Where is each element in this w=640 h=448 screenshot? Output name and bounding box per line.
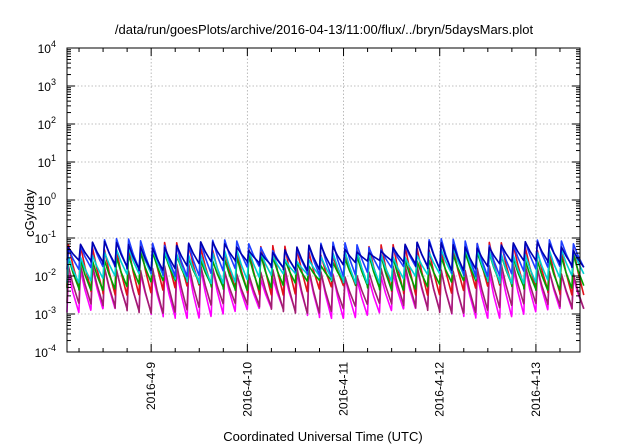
y-tick-base: 10 — [35, 270, 49, 284]
x-axis-title: Coordinated Universal Time (UTC) — [223, 429, 422, 444]
x-tick-label: 2016-4-10 — [240, 362, 254, 417]
series-line — [66, 240, 585, 272]
y-tick-label: 103 — [38, 77, 56, 94]
y-tick-label: 10-2 — [35, 267, 56, 284]
y-tick-exponent: 3 — [51, 77, 56, 87]
y-tick-label: 101 — [38, 153, 56, 170]
y-tick-base: 10 — [35, 346, 49, 360]
y-tick-exponent: 2 — [51, 115, 56, 125]
y-tick-exponent: -4 — [48, 343, 56, 353]
y-tick-exponent: 4 — [51, 39, 56, 49]
ticks — [67, 47, 580, 353]
y-tick-label: 104 — [38, 39, 56, 56]
y-tick-exponent: -2 — [48, 267, 56, 277]
series-group — [66, 237, 585, 320]
y-tick-label: 10-1 — [35, 229, 56, 246]
y-tick-base: 10 — [38, 42, 52, 56]
chart-title: /data/run/goesPlots/archive/2016-04-13/1… — [115, 22, 534, 37]
x-tick-label: 2016-4-12 — [433, 362, 447, 417]
y-tick-base: 10 — [38, 118, 52, 132]
y-tick-exponent: -3 — [48, 305, 56, 315]
y-tick-base: 10 — [38, 156, 52, 170]
x-tick-labels: 2016-4-9 2016-4-10 2016-4-11 2016-4-12 2016-… — [144, 362, 543, 417]
y-tick-base: 10 — [38, 80, 52, 94]
y-tick-label: 10-3 — [35, 305, 56, 322]
x-tick-label: 2016-4-9 — [144, 362, 158, 410]
y-tick-label: 10-4 — [35, 343, 56, 360]
y-tick-exponent: -1 — [48, 229, 56, 239]
y-tick-base: 10 — [35, 308, 49, 322]
y-axis-title: cGy/day — [22, 189, 37, 237]
x-tick-label: 2016-4-13 — [529, 362, 543, 417]
y-tick-base: 10 — [38, 194, 52, 208]
y-tick-exponent: 1 — [51, 153, 56, 163]
y-tick-label: 102 — [38, 115, 56, 132]
y-tick-label: 100 — [38, 191, 56, 208]
grid — [67, 48, 580, 352]
y-tick-exponent: 0 — [51, 191, 56, 201]
y-tick-base: 10 — [35, 232, 49, 246]
x-tick-label: 2016-4-11 — [337, 362, 351, 416]
